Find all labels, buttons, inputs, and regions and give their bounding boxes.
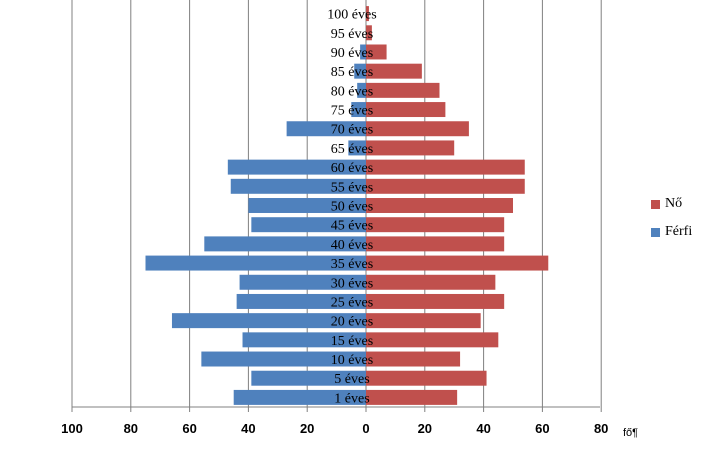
x-tick-label: 80 [124, 421, 138, 436]
bar-female [366, 44, 387, 60]
x-tick-label: 20 [418, 421, 432, 436]
legend-swatch-male [651, 227, 660, 237]
category-label: 5 éves [334, 372, 369, 387]
bar-male [230, 178, 366, 194]
category-label: 25 éves [331, 295, 373, 310]
bar-female [366, 140, 455, 156]
bar-female [366, 178, 525, 194]
bar-male [251, 370, 366, 386]
bar-female [366, 159, 525, 175]
x-tick-label: 60 [535, 421, 549, 436]
bar-female [366, 25, 372, 41]
series-female-bars [366, 6, 549, 405]
bar-male [251, 217, 366, 233]
legend-swatch-female [651, 199, 660, 209]
axis-unit-label: fő¶ [623, 427, 638, 439]
x-tick-label: 60 [182, 421, 196, 436]
bar-female [366, 6, 369, 22]
bar-male [348, 140, 366, 156]
bar-female [366, 255, 549, 271]
bar-male [351, 102, 366, 118]
category-label: 40 éves [331, 238, 373, 253]
category-label: 60 éves [331, 161, 373, 176]
bar-female [366, 332, 499, 348]
category-label: 100 éves [327, 8, 376, 23]
category-label: 65 éves [331, 142, 373, 157]
category-label: 70 éves [331, 123, 373, 138]
legend-item-female: Nő [651, 194, 703, 214]
bar-male [354, 63, 366, 79]
legend: Nő Férfi [651, 194, 703, 250]
bar-female [366, 121, 469, 137]
bar-male [227, 159, 366, 175]
category-label: 1 éves [334, 391, 369, 406]
category-labels: 1 éves 5 éves 10 éves 15 éves 20 éves 25 éves… [327, 8, 376, 407]
bar-female [366, 389, 458, 405]
bar-female [366, 63, 422, 79]
category-label: 35 éves [331, 257, 373, 272]
bar-male [242, 332, 366, 348]
bar-female [366, 293, 505, 309]
x-tick-label: 0 [362, 421, 369, 436]
bar-female [366, 82, 440, 98]
bar-male [201, 351, 366, 367]
category-label: 85 éves [331, 65, 373, 80]
category-label: 30 éves [331, 276, 373, 291]
x-tick-label: 100 [61, 421, 83, 436]
category-label: 10 éves [331, 353, 373, 368]
bar-male [171, 313, 366, 329]
bar-female [366, 236, 505, 252]
x-axis: 100 80 60 40 20 0 20 40 60 80 [61, 406, 608, 436]
category-label: 45 éves [331, 219, 373, 234]
x-tick-label: 40 [241, 421, 255, 436]
bar-male [145, 255, 366, 271]
bar-female [366, 274, 496, 290]
bar-male [248, 198, 366, 213]
category-label: 55 éves [331, 180, 373, 195]
bar-female [366, 217, 505, 233]
bar-male [236, 293, 366, 309]
x-tick-label: 80 [594, 421, 608, 436]
bar-female [366, 370, 487, 386]
bar-female [366, 313, 481, 329]
bar-male [204, 236, 366, 252]
legend-label-male: Férfi [665, 224, 693, 239]
category-label: 90 éves [331, 46, 373, 61]
bar-male [239, 274, 366, 290]
x-tick-label: 40 [476, 421, 490, 436]
category-label: 50 éves [331, 200, 373, 215]
legend-item-male: Férfi [651, 222, 703, 242]
category-label: 75 éves [331, 104, 373, 119]
series-male-bars [145, 44, 366, 405]
legend-label-female: Nő [665, 196, 683, 211]
category-label: 80 éves [331, 84, 373, 99]
category-label: 20 éves [331, 315, 373, 330]
bar-male [357, 82, 366, 98]
bar-female [366, 102, 446, 118]
bar-male [360, 44, 366, 60]
bar-female [366, 198, 513, 213]
bar-male [286, 121, 366, 137]
bar-female [366, 351, 461, 367]
bar-male [233, 389, 366, 405]
x-tick-label: 20 [300, 421, 314, 436]
category-label: 15 éves [331, 334, 373, 349]
category-label: 95 éves [331, 27, 373, 42]
